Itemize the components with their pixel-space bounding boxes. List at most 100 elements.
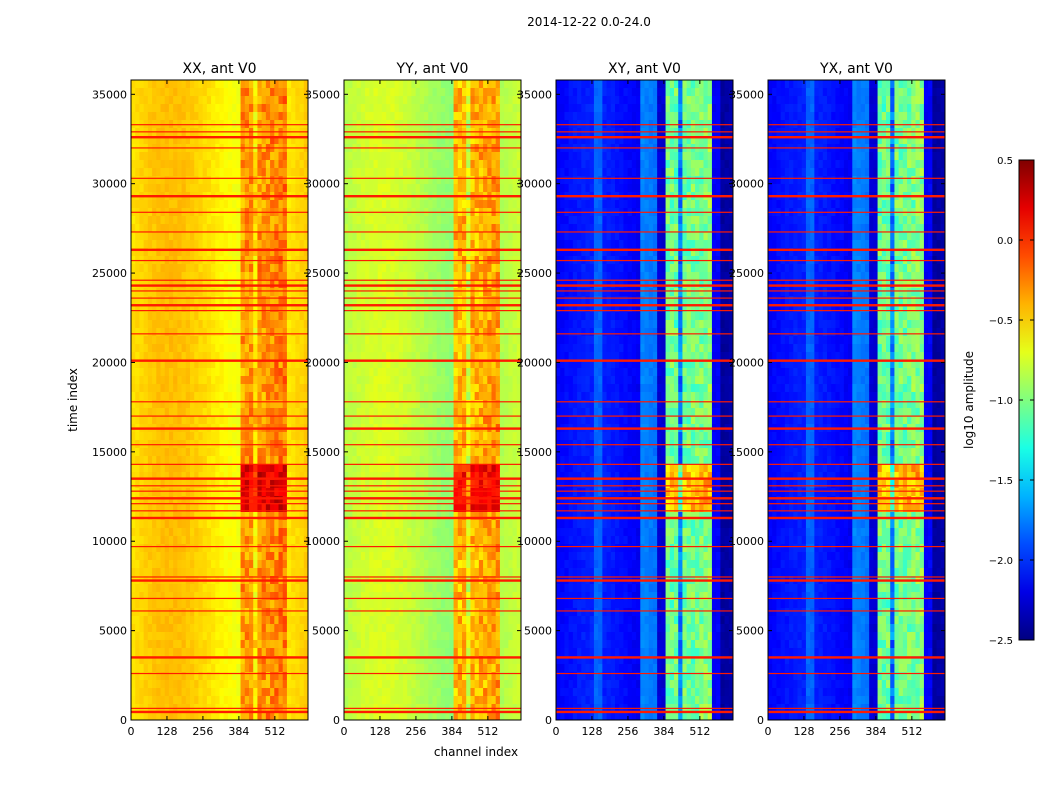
heatmap-cell	[152, 664, 157, 673]
heatmap-cell	[274, 200, 280, 209]
heatmap-cell	[483, 184, 488, 193]
heatmap-cell	[223, 96, 229, 105]
heatmap-cell	[483, 320, 488, 329]
heatmap-cell	[177, 272, 183, 281]
heatmap-cell	[428, 104, 434, 113]
heatmap-cell	[295, 360, 301, 369]
heatmap-cell	[516, 200, 521, 209]
heatmap-cell	[286, 512, 292, 521]
heatmap-cell	[249, 504, 254, 513]
heatmap-cell	[164, 232, 170, 241]
heatmap-cell	[344, 264, 349, 273]
heatmap-cell	[177, 344, 183, 353]
heatmap-cell	[236, 344, 242, 353]
heatmap-cell	[227, 272, 233, 281]
heatmap-cell	[495, 96, 501, 105]
heatmap-cell	[185, 656, 191, 665]
heatmap-cell	[253, 696, 259, 705]
heatmap-cell	[270, 688, 275, 697]
heatmap-cell	[232, 152, 237, 161]
heatmap-cell	[274, 712, 280, 720]
heatmap-cell	[139, 464, 145, 473]
heatmap-cell	[190, 168, 195, 177]
heatmap-cell	[352, 184, 358, 193]
heatmap-cell	[495, 272, 501, 281]
heatmap-cell	[495, 352, 501, 361]
heatmap-cell	[206, 696, 212, 705]
heatmap-cell	[462, 216, 467, 225]
heatmap-cell	[215, 624, 221, 633]
heatmap-cell	[236, 592, 242, 601]
heatmap-cell	[215, 640, 221, 649]
heatmap-cell	[147, 168, 153, 177]
heatmap-cell	[512, 112, 518, 121]
heatmap-cell	[295, 688, 301, 697]
heatmap-cell	[295, 520, 301, 529]
heatmap-cell	[215, 248, 221, 257]
heatmap-cell	[219, 520, 225, 529]
heatmap-cell	[160, 232, 166, 241]
heatmap-cell	[198, 432, 204, 441]
heatmap-cell	[394, 200, 400, 209]
heatmap-cell	[215, 384, 221, 393]
heatmap-cell	[495, 224, 501, 233]
heatmap-cell	[495, 288, 501, 297]
heatmap-cell	[257, 184, 263, 193]
heatmap-cell	[244, 176, 250, 185]
heatmap-cell	[143, 384, 149, 393]
heatmap-cell	[257, 472, 263, 481]
heatmap-cell	[236, 456, 242, 465]
heatmap-cell	[495, 160, 501, 169]
heatmap-cell	[386, 320, 391, 329]
heatmap-cell	[424, 304, 429, 313]
heatmap-cell	[303, 264, 308, 273]
heatmap-cell	[190, 280, 195, 289]
heatmap-cell	[190, 648, 195, 657]
heatmap-cell	[394, 304, 400, 313]
heatmap-cell	[232, 536, 237, 545]
heatmap-cell	[278, 312, 284, 321]
heatmap-cell	[173, 232, 178, 241]
rfi-row	[131, 597, 308, 600]
heatmap-cell	[278, 184, 284, 193]
heatmap-cell	[219, 232, 225, 241]
heatmap-cell	[415, 232, 421, 241]
heatmap-cell	[168, 496, 174, 505]
heatmap-cell	[173, 280, 178, 289]
heatmap-cell	[512, 328, 518, 337]
heatmap-cell	[156, 80, 162, 89]
heatmap-cell	[424, 216, 429, 225]
heatmap-cell	[445, 360, 450, 369]
heatmap-cell	[403, 352, 408, 361]
heatmap-cell	[432, 368, 438, 377]
heatmap-cell	[257, 672, 263, 681]
heatmap-cell	[131, 536, 136, 545]
heatmap-cell	[386, 200, 391, 209]
heatmap-cell	[152, 616, 157, 625]
heatmap-cell	[360, 352, 366, 361]
heatmap-cell	[291, 512, 296, 521]
heatmap-cell	[398, 112, 404, 121]
heatmap-cell	[257, 432, 263, 441]
heatmap-cell	[156, 160, 162, 169]
heatmap-cell	[211, 472, 216, 481]
heatmap-cell	[215, 328, 221, 337]
heatmap-cell	[219, 416, 225, 425]
heatmap-cell	[223, 344, 229, 353]
heatmap-cell	[160, 560, 166, 569]
heatmap-cell	[278, 592, 284, 601]
heatmap-cell	[156, 288, 162, 297]
rfi-row	[131, 131, 308, 133]
heatmap-cell	[474, 328, 480, 337]
heatmap-cell	[516, 280, 521, 289]
heatmap-cell	[407, 152, 413, 161]
heatmap-cell	[244, 376, 250, 385]
heatmap-cell	[168, 264, 174, 273]
heatmap-cell	[160, 552, 166, 561]
heatmap-cell	[291, 376, 296, 385]
heatmap-cell	[223, 368, 229, 377]
heatmap-cell	[381, 352, 387, 361]
heatmap-cell	[394, 176, 400, 185]
heatmap-cell	[462, 344, 467, 353]
heatmap-cell	[344, 216, 349, 225]
